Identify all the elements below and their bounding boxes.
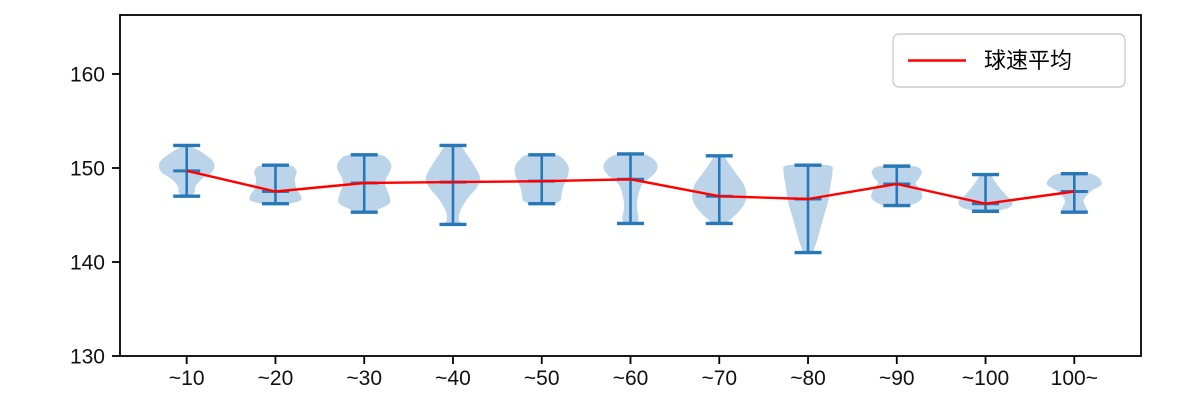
x-axis-tick-label-~60: ~60 [613, 367, 649, 390]
y-axis-tick-label-130: 130 [70, 346, 105, 369]
x-axis-tick-label-~100: ~100 [962, 367, 1009, 390]
y-axis-tick-label-160: 160 [70, 64, 105, 87]
x-axis-tick-label-~80: ~80 [790, 367, 826, 390]
y-axis-tick-label-140: 140 [70, 252, 105, 275]
x-axis-tick-label-~40: ~40 [435, 367, 471, 390]
y-axis-tick-label-150: 150 [70, 158, 105, 181]
mean-speed-line [186, 169, 1075, 205]
x-axis-tick-label-~70: ~70 [701, 367, 737, 390]
legend-label: 球速平均 [984, 48, 1072, 73]
x-axis-tick-label-100~: 100~ [1051, 367, 1098, 390]
x-axis-tick-label-~90: ~90 [879, 367, 915, 390]
x-axis-tick-label-~30: ~30 [346, 367, 382, 390]
x-axis-tick-label-~20: ~20 [258, 367, 294, 390]
legend: 球速平均 [892, 33, 1126, 88]
x-axis-tick-label-~50: ~50 [524, 367, 560, 390]
legend-box [892, 33, 1126, 88]
x-axis-tick-label-~10: ~10 [169, 367, 205, 390]
